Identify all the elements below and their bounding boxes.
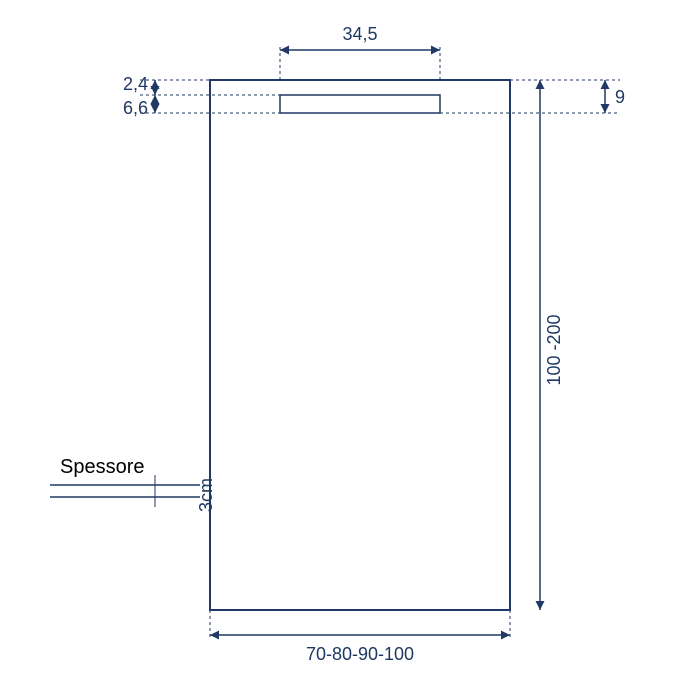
dim-top-offset-label: 2,4 (123, 74, 148, 94)
dim-drain-height-label: 6,6 (123, 98, 148, 118)
drain-slot (280, 95, 440, 113)
dim-right-offset-label: 9 (615, 87, 625, 107)
technical-diagram: 34,5 2,4 6,6 9 100 -200 70-80-90-100 Spe… (0, 0, 700, 700)
thickness-value-label: 3cm (196, 478, 216, 512)
main-body (210, 80, 510, 610)
dim-bottom-range-label: 70-80-90-100 (306, 644, 414, 664)
dim-top-width-label: 34,5 (342, 24, 377, 44)
thickness-label: Spessore (60, 456, 145, 478)
dim-vertical-range-label: 100 -200 (544, 314, 564, 385)
